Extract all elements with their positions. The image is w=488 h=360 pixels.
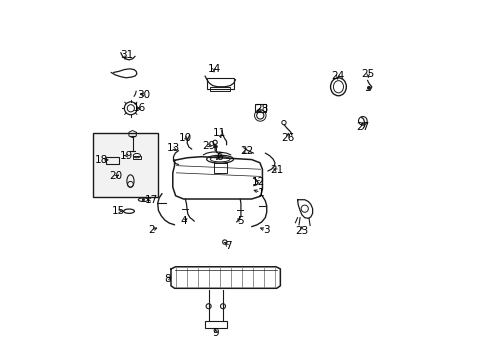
Text: 7: 7 [224, 241, 231, 251]
Bar [93, 133, 158, 197]
Circle shape [367, 86, 369, 89]
Text: 28: 28 [255, 104, 268, 114]
Text: 31: 31 [120, 50, 133, 60]
Text: 10: 10 [179, 133, 191, 143]
Text: 2: 2 [148, 225, 154, 235]
Text: 30: 30 [137, 90, 150, 100]
Text: 3: 3 [262, 225, 269, 235]
Text: 26: 26 [281, 133, 294, 143]
Bar [133, 156, 140, 159]
Text: 5: 5 [237, 216, 244, 226]
Text: 19: 19 [120, 150, 133, 161]
Bar [206, 78, 233, 89]
Text: 23: 23 [295, 226, 308, 236]
Text: 24: 24 [330, 71, 344, 81]
Bar [106, 157, 119, 164]
Text: 9: 9 [212, 328, 219, 338]
Bar [254, 104, 265, 112]
Text: 18: 18 [95, 155, 108, 165]
Text: 13: 13 [166, 143, 180, 153]
Text: 8: 8 [164, 274, 170, 284]
Text: 25: 25 [361, 69, 374, 79]
Text: 20: 20 [109, 171, 122, 181]
Bar [210, 87, 230, 91]
Text: 29: 29 [202, 140, 215, 150]
Circle shape [214, 145, 217, 148]
Text: 17: 17 [144, 195, 158, 205]
Text: 12: 12 [252, 177, 265, 187]
Text: 27: 27 [355, 122, 369, 132]
Bar [204, 321, 226, 328]
Text: 11: 11 [212, 129, 225, 138]
Text: 4: 4 [180, 216, 186, 226]
Text: 16: 16 [133, 103, 146, 113]
Text: 21: 21 [269, 165, 283, 175]
Text: 1: 1 [257, 188, 264, 198]
Text: 6: 6 [216, 152, 222, 162]
Circle shape [142, 199, 144, 201]
Text: 15: 15 [111, 206, 124, 216]
Text: 22: 22 [240, 146, 253, 156]
Text: 14: 14 [207, 64, 220, 74]
